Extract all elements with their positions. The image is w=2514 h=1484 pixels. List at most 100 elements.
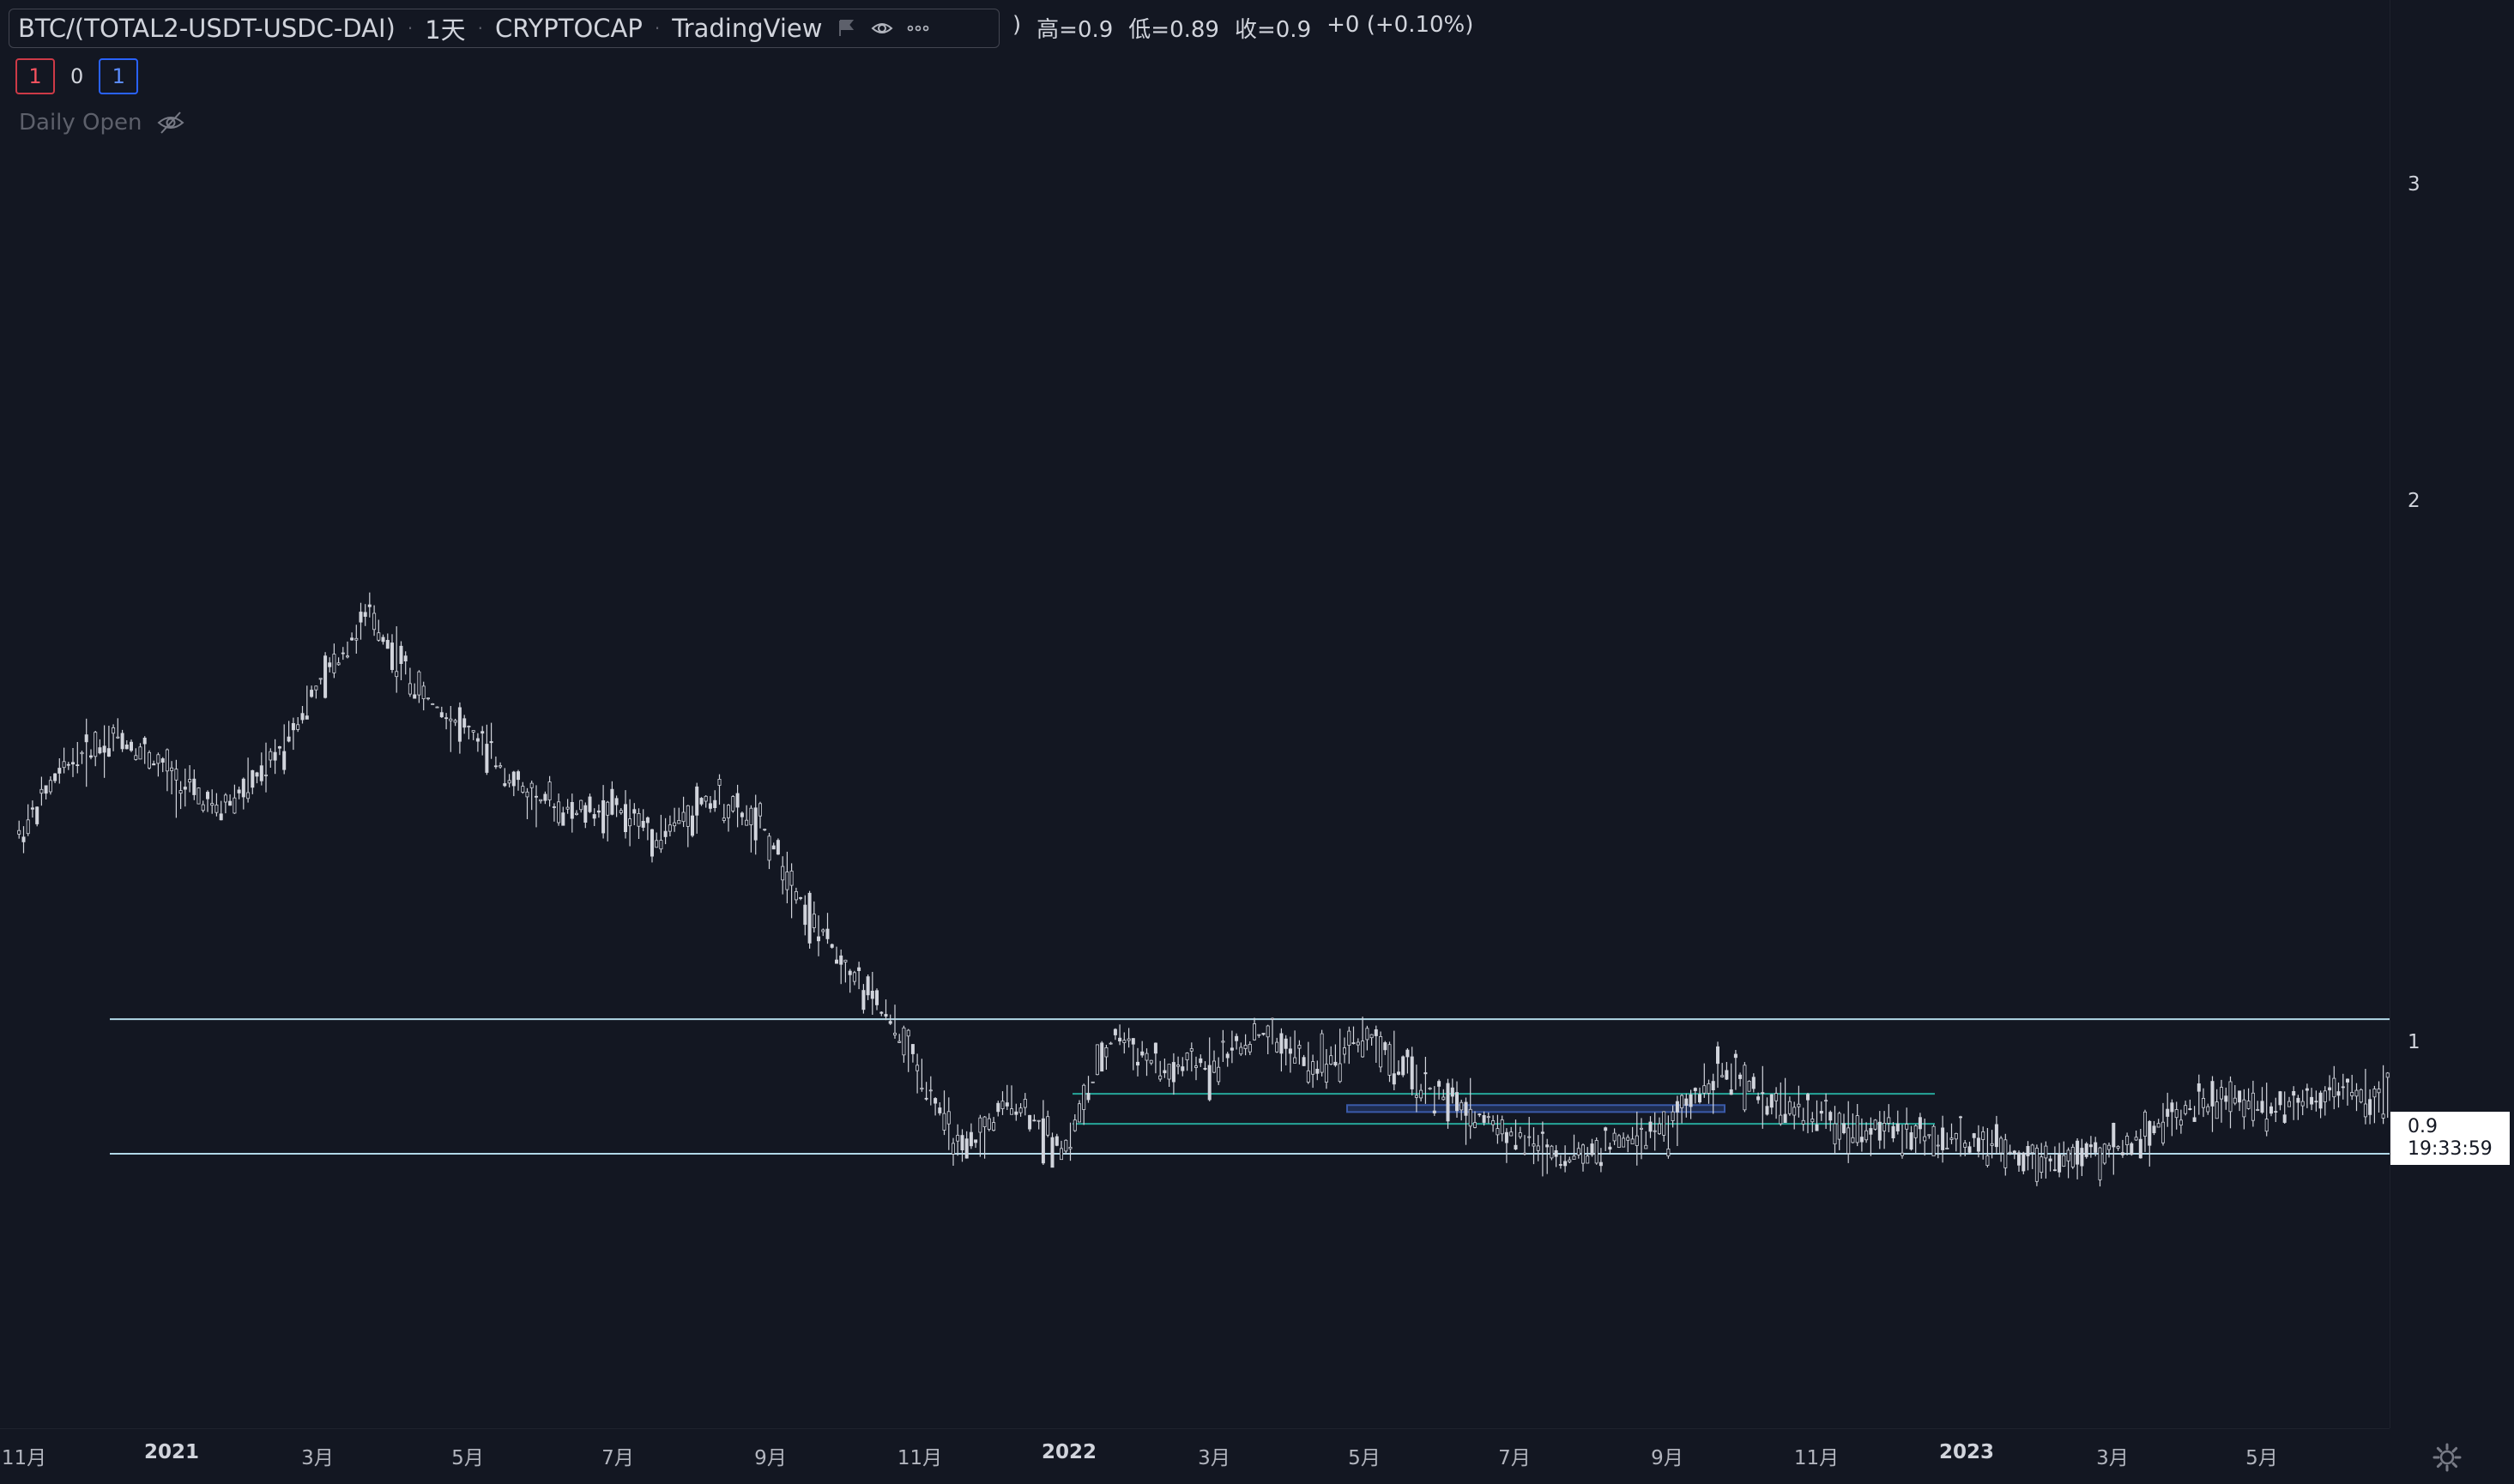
indicator-name: Daily Open	[19, 110, 142, 136]
counter-blue-badge[interactable]: 1	[99, 58, 139, 94]
candle-body	[2138, 1138, 2142, 1159]
time-label: 3月	[1198, 1447, 1230, 1469]
candle-body	[152, 763, 156, 766]
interval-label[interactable]: 1天	[425, 15, 466, 45]
candle-body	[1994, 1124, 1998, 1148]
candle-body	[1909, 1132, 1913, 1150]
price-tick-3: 3	[2408, 173, 2420, 196]
gear-icon[interactable]	[2432, 1443, 2462, 1472]
candle-body	[39, 788, 44, 794]
candle-body	[1018, 1107, 1023, 1113]
candle-body	[996, 1102, 1000, 1113]
candle-body	[2287, 1101, 2291, 1107]
eye-off-icon[interactable]	[156, 110, 185, 136]
candle-body	[223, 794, 227, 803]
candle-body	[952, 1143, 956, 1155]
candle-body	[1859, 1137, 1864, 1143]
candle-body	[2192, 1117, 2197, 1122]
candle-body	[2130, 1143, 2134, 1155]
counter-red-badge[interactable]: 1	[15, 58, 55, 94]
candle-body	[2296, 1097, 2300, 1103]
candle-body	[1640, 1127, 1644, 1130]
candle-body	[2134, 1137, 2138, 1141]
candle-body	[735, 793, 740, 808]
candle-body	[17, 829, 21, 835]
price-chart-pane[interactable]	[0, 0, 2390, 1428]
time-label: 5月	[2245, 1447, 2278, 1469]
time-label: 7月	[1498, 1447, 1531, 1469]
more-icon[interactable]	[906, 16, 930, 40]
candle-body	[511, 771, 516, 787]
time-axis[interactable]	[0, 1428, 2390, 1484]
candle-body	[300, 713, 305, 721]
candle-body	[1810, 1119, 1815, 1123]
candle-body	[753, 807, 758, 841]
candle-body	[1482, 1115, 1486, 1123]
candle-body	[1594, 1140, 1598, 1164]
candle-body	[241, 778, 245, 798]
symbol-legend[interactable]: BTC/(TOTAL2-USDT-USDC-DAI) · 1天 · CRYPTO…	[9, 9, 1000, 48]
candle-body	[861, 990, 866, 1010]
candle-body	[165, 749, 169, 772]
candle-body	[740, 812, 744, 817]
candle-body	[517, 771, 521, 781]
candle-body	[2156, 1123, 2160, 1128]
candle-body	[2170, 1102, 2174, 1113]
candle-body	[1383, 1042, 1387, 1051]
candle-body	[219, 813, 223, 821]
candle-body	[1118, 1037, 1122, 1041]
candle-body	[763, 829, 767, 831]
candle-body	[1073, 1119, 1077, 1131]
candle-body	[691, 815, 695, 836]
candle-body	[1954, 1133, 1958, 1140]
candle-body	[336, 662, 341, 666]
candle-body	[610, 788, 614, 815]
candle-body	[699, 798, 704, 805]
candle-body	[1931, 1125, 1936, 1156]
candle-body	[205, 792, 209, 799]
candle-body	[84, 734, 88, 743]
last-price-tag: 0.9 19:33:59	[2390, 1112, 2510, 1165]
candle-body	[1833, 1123, 1837, 1144]
candle-body	[2174, 1109, 2179, 1119]
symbol-name[interactable]: BTC/(TOTAL2-USDT-USDC-DAI)	[18, 14, 396, 43]
candle-body	[1347, 1030, 1351, 1046]
candle-body	[1253, 1023, 1257, 1041]
candle-body	[367, 604, 372, 607]
candle-body	[1905, 1124, 1909, 1130]
candle-body	[807, 892, 812, 944]
candle-body	[1855, 1115, 1859, 1143]
candle-body	[987, 1118, 991, 1130]
candle-body	[888, 1021, 892, 1024]
candle-body	[942, 1113, 946, 1131]
candle-body	[2098, 1147, 2102, 1180]
price-scale[interactable]: 3 2 1	[2390, 0, 2514, 1428]
candle-body	[557, 801, 561, 823]
indicator-legend-daily-open[interactable]: Daily Open	[19, 110, 185, 136]
demand-zone-rectangle[interactable]	[1346, 1104, 1725, 1113]
candle-body	[1761, 1092, 1765, 1095]
candle-body	[713, 799, 717, 809]
flag-icon[interactable]	[834, 16, 858, 40]
candle-body	[539, 799, 543, 802]
candle-body	[1604, 1127, 1608, 1131]
candle-body	[1140, 1051, 1145, 1056]
candle-body	[1293, 1057, 1297, 1064]
candle-body	[681, 811, 686, 823]
candle-body	[2310, 1096, 2314, 1105]
candle-body	[2166, 1108, 2170, 1117]
candle-body	[1271, 1017, 1275, 1020]
candle-body	[1635, 1135, 1639, 1146]
candle-body	[1963, 1143, 1967, 1148]
candle-body	[1194, 1065, 1199, 1068]
candle-body	[839, 955, 843, 965]
candle-body	[1684, 1098, 1689, 1106]
eye-icon[interactable]	[870, 16, 894, 40]
candle-body	[731, 796, 735, 811]
candle-body	[1468, 1108, 1472, 1127]
candle-body	[2040, 1156, 2044, 1173]
candle-body	[2242, 1099, 2246, 1118]
candle-body	[1554, 1150, 1558, 1157]
candle-body	[1801, 1119, 1805, 1125]
candle-body	[1733, 1053, 1737, 1059]
